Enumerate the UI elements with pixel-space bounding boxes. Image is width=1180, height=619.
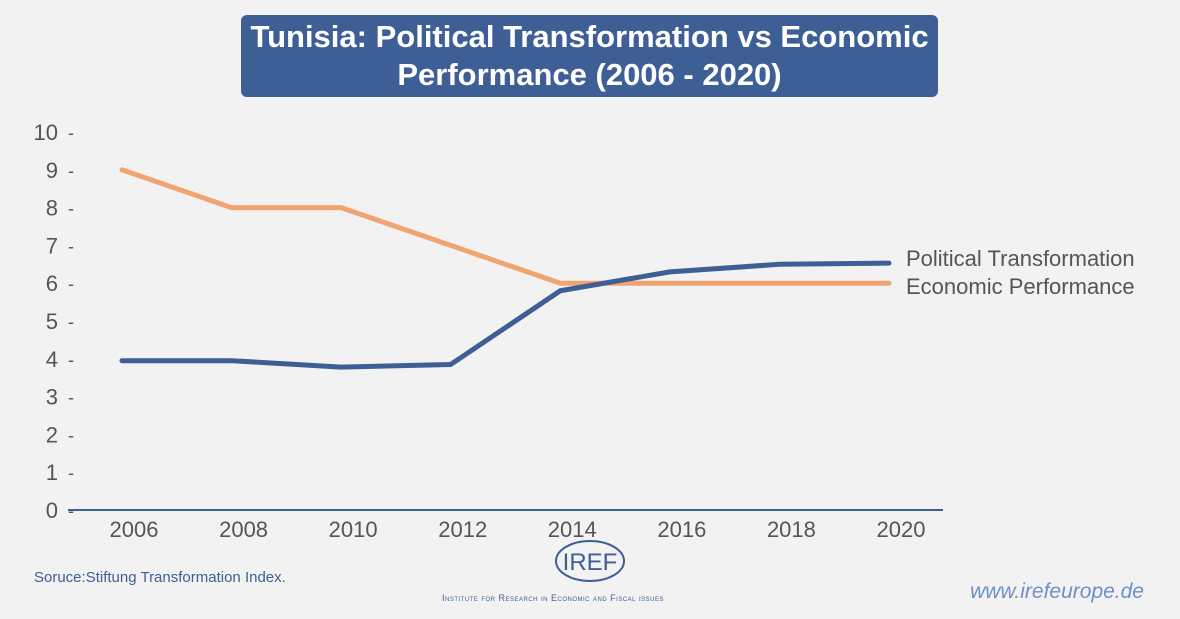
y-tick-label: 8: [46, 196, 58, 221]
y-tick-label: 2: [46, 422, 58, 447]
y-tick-mark: -: [68, 123, 74, 143]
source-note: Soruce:Stiftung Transformation Index.: [34, 569, 286, 586]
y-tick-mark: -: [68, 199, 74, 219]
y-tick-mark: -: [68, 161, 74, 181]
legend-label-political: Political Transformation: [906, 246, 1135, 271]
series-line-political: [119, 260, 892, 370]
y-tick-label: 3: [46, 385, 58, 410]
x-tick-label: 2010: [329, 517, 378, 542]
x-tick-label: 2020: [877, 517, 926, 542]
y-tick-mark: -: [68, 501, 74, 521]
website-link[interactable]: www.irefeurope.de: [970, 580, 1144, 603]
legend-label-economic: Economic Performance: [906, 274, 1135, 299]
iref-logo-ring: [555, 540, 625, 582]
chart-title: Tunisia: Political Transformation vs Eco…: [241, 15, 938, 97]
x-tick-label: 2014: [548, 517, 597, 542]
y-tick-mark: -: [68, 236, 74, 256]
x-tick-label: 2018: [767, 517, 816, 542]
y-tick-label: 0: [46, 498, 58, 523]
y-tick-mark: -: [68, 274, 74, 294]
x-tick-label: 2016: [657, 517, 706, 542]
y-tick-mark: -: [68, 463, 74, 483]
y-tick-mark: -: [68, 350, 74, 370]
y-tick-mark: -: [68, 425, 74, 445]
x-tick-label: 2006: [110, 517, 159, 542]
y-tick-label: 4: [46, 347, 58, 372]
institute-name: Institute for Research in Economic and F…: [442, 593, 665, 603]
y-tick-label: 10: [34, 120, 58, 145]
y-tick-label: 9: [46, 158, 58, 183]
x-tick-label: 2008: [219, 517, 268, 542]
series-line-economic: [119, 167, 892, 286]
iref-logo: IREF: [563, 549, 618, 576]
y-tick-label: 6: [46, 271, 58, 296]
y-tick-mark: -: [68, 388, 74, 408]
y-tick-mark: -: [68, 312, 74, 332]
x-tick-label: 2012: [438, 517, 487, 542]
y-tick-label: 7: [46, 233, 58, 258]
y-tick-label: 5: [46, 309, 58, 334]
y-tick-label: 1: [46, 460, 58, 485]
